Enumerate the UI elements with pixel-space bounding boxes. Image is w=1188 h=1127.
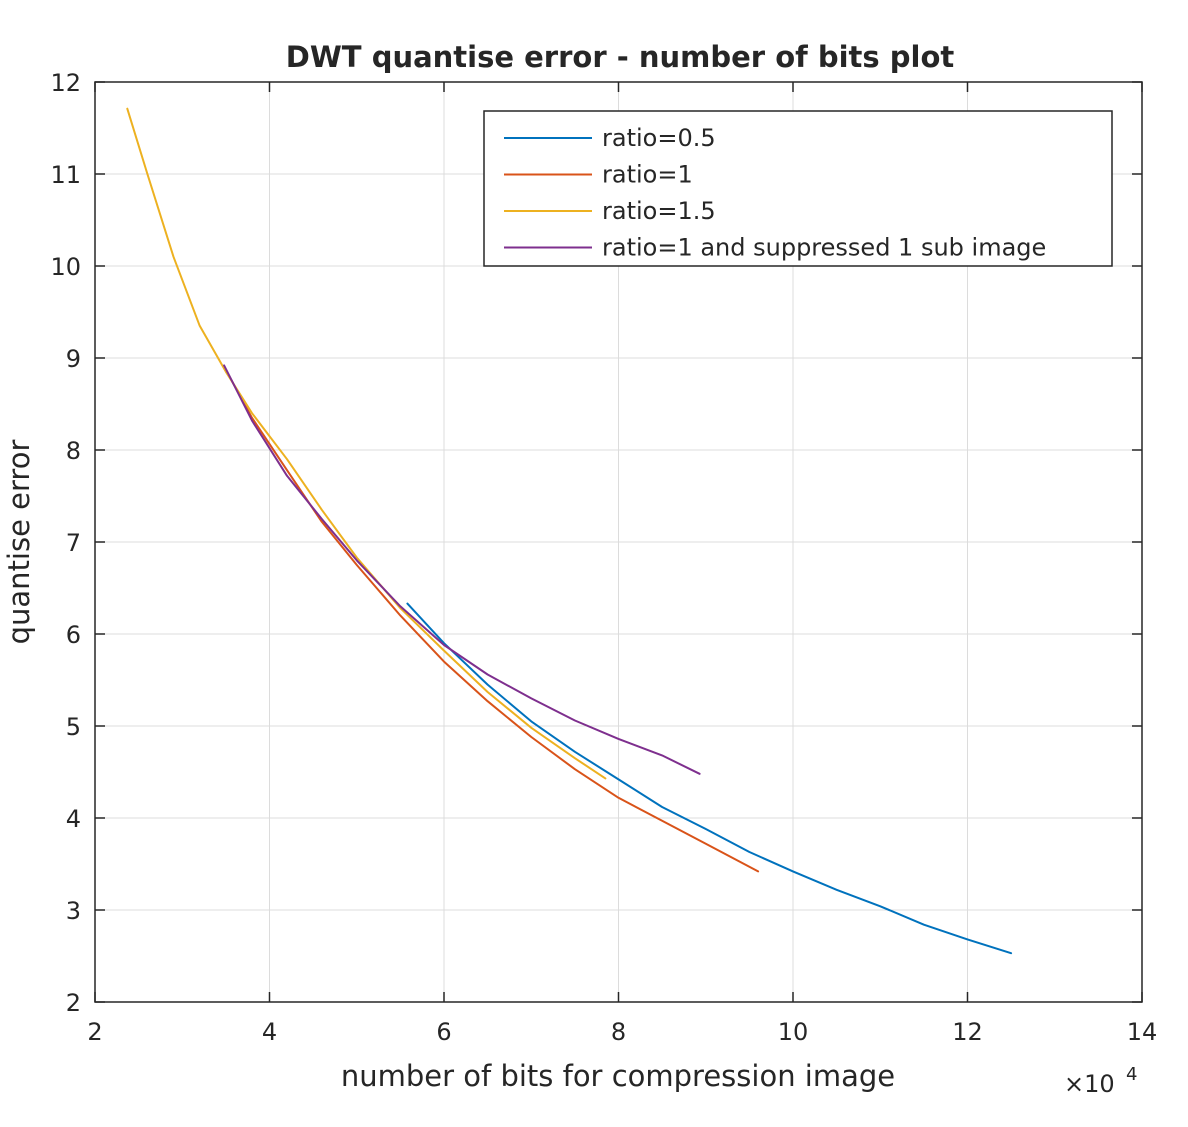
legend-entry-3: ratio=1.5 bbox=[602, 197, 716, 225]
y-tick-label: 6 bbox=[66, 621, 81, 649]
legend-entry-4: ratio=1 and suppressed 1 sub image bbox=[602, 234, 1046, 262]
y-tick-label: 7 bbox=[66, 529, 81, 557]
y-tick-label: 2 bbox=[66, 989, 81, 1017]
y-tick-label: 12 bbox=[50, 69, 81, 97]
y-axis-label: quantise error bbox=[2, 440, 36, 645]
x-axis-label: number of bits for compression image bbox=[341, 1059, 895, 1093]
x-tick-label: 6 bbox=[436, 1018, 451, 1046]
x-tick-label: 8 bbox=[611, 1018, 626, 1046]
legend-box bbox=[483, 110, 1113, 267]
axis-ticks: 2 4 6 8 10 12 14 2 3 4 5 6 7 8 9 10 11 12 bbox=[50, 69, 1157, 1046]
series-line-2 bbox=[224, 369, 760, 873]
series-line-1 bbox=[406, 602, 1013, 955]
legend: ratio=0.5 ratio=1 ratio=1.5 ratio=1 and sup… bbox=[483, 110, 1113, 267]
x-exponent-power: 4 bbox=[1126, 1064, 1137, 1085]
y-tick-label: 11 bbox=[50, 161, 81, 189]
legend-entry-2: ratio=1 bbox=[602, 161, 693, 189]
y-tick-label: 4 bbox=[66, 805, 81, 833]
y-tick-label: 9 bbox=[66, 345, 81, 373]
y-tick-label: 5 bbox=[66, 713, 81, 741]
x-tick-label: 10 bbox=[778, 1018, 809, 1046]
x-exponent-base: ×10 bbox=[1064, 1070, 1115, 1098]
y-tick-label: 8 bbox=[66, 437, 81, 465]
x-exponent-label: ×10 4 bbox=[1064, 1064, 1137, 1098]
series-lines bbox=[126, 107, 1013, 955]
y-tick-label: 10 bbox=[50, 253, 81, 281]
x-tick-label: 2 bbox=[87, 1018, 102, 1046]
chart-title: DWT quantise error - number of bits plot bbox=[286, 40, 955, 74]
x-tick-label: 14 bbox=[1127, 1018, 1158, 1046]
x-tick-label: 4 bbox=[262, 1018, 277, 1046]
y-tick-label: 3 bbox=[66, 897, 81, 925]
series-line-4 bbox=[223, 364, 701, 775]
series-line-3 bbox=[126, 107, 607, 780]
legend-entry-1: ratio=0.5 bbox=[602, 124, 716, 152]
x-tick-label: 12 bbox=[952, 1018, 983, 1046]
